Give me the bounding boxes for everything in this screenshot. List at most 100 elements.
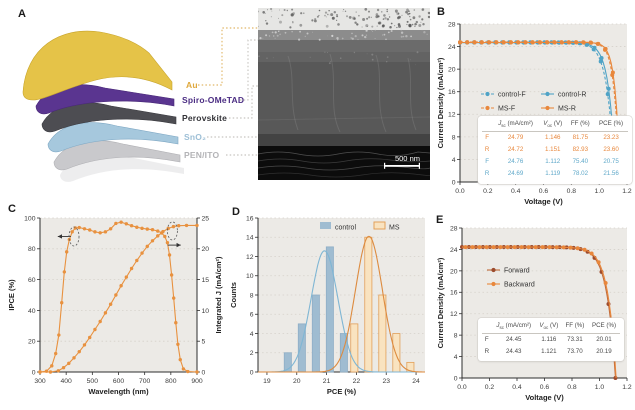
svg-text:0: 0 [32, 369, 36, 376]
sem-grain-boundaries [257, 53, 431, 133]
svg-text:300: 300 [34, 378, 46, 385]
layer-label-sno2: SnO₂ [184, 132, 207, 142]
sem-top-region [258, 8, 430, 30]
sem-cross-section-image: 500 nm [257, 7, 434, 180]
svg-text:28: 28 [450, 225, 458, 232]
sem-substrate-waves [257, 151, 434, 178]
svg-text:5: 5 [202, 339, 206, 346]
svg-text:400: 400 [60, 378, 72, 385]
svg-text:100: 100 [24, 215, 36, 222]
table-row: R 24.69 1.119 78.02 21.56 [484, 170, 619, 178]
svg-text:4: 4 [454, 354, 458, 361]
svg-text:8: 8 [250, 292, 254, 299]
svg-text:6: 6 [250, 312, 254, 319]
svg-text:25: 25 [202, 215, 210, 222]
sem-image-canvas: 500 nm [257, 7, 434, 180]
layer-label-perovskite: Perovskite [182, 113, 227, 123]
svg-text:23: 23 [382, 378, 390, 385]
series-integrated-j [38, 223, 199, 374]
svg-text:20: 20 [293, 378, 301, 385]
panel-letter-a: A [18, 8, 26, 20]
svg-text:Forward: Forward [504, 267, 530, 274]
svg-text:0.6: 0.6 [540, 384, 550, 391]
jv-parameters-table-e: Jsc (mA/cm²) Voc (V) FF (%) PCE (%) F 24.45 1.… [478, 318, 624, 362]
plot-bg [40, 218, 197, 372]
legend: control-F control-R MS-F MS-R [481, 91, 586, 112]
table-row: F 24.76 1.112 75.40 20.75 [485, 158, 619, 166]
svg-text:Voltage (V): Voltage (V) [524, 197, 563, 206]
layer-sheet-au [22, 30, 173, 101]
panel-c-ipce-spectrum: 300 400 500 600 700 800 900 0 20 40 60 80 100 0 5 10 15 2… [0, 200, 230, 410]
svg-text:20: 20 [450, 268, 458, 275]
jv-parameters-table-b: Jsc (mA/cm²) Voc (V) FF (%) PCE (%) F 24.79 1.… [478, 116, 632, 184]
svg-text:0.0: 0.0 [457, 384, 467, 391]
table-row: F 24.79 1.146 81.75 23.23 [485, 133, 619, 141]
svg-text:0: 0 [250, 369, 254, 376]
annotation-arrowhead [176, 242, 181, 248]
svg-text:22: 22 [353, 378, 361, 385]
svg-text:600: 600 [113, 378, 125, 385]
svg-text:500: 500 [87, 378, 99, 385]
svg-text:1.2: 1.2 [622, 188, 632, 195]
sem-perovskite-layer [258, 52, 430, 134]
svg-text:MS: MS [389, 224, 400, 231]
svg-text:19: 19 [263, 378, 271, 385]
panel-letter-c: C [8, 203, 16, 215]
svg-text:80: 80 [28, 246, 36, 253]
svg-text:1.0: 1.0 [594, 188, 604, 195]
svg-text:control-R: control-R [558, 91, 586, 98]
svg-text:8: 8 [452, 134, 456, 141]
svg-text:20: 20 [202, 246, 210, 253]
svg-text:control: control [335, 224, 356, 231]
svg-text:0.2: 0.2 [483, 188, 493, 195]
panel-e-hysteresis-jv: 0.0 0.2 0.4 0.6 0.8 1.0 1.2 0 4 8 12 16 20 24 28 Voltag… [435, 212, 635, 410]
jv-chart-forward-backward: 0.0 0.2 0.4 0.6 0.8 1.0 1.2 0 4 8 12 16 20 24 28 Voltag… [436, 225, 632, 402]
sem-pen-substrate [258, 146, 430, 180]
svg-text:4: 4 [250, 331, 254, 338]
svg-text:800: 800 [165, 378, 177, 385]
svg-text:Wavelength (nm): Wavelength (nm) [88, 387, 149, 396]
svg-text:MS-R: MS-R [558, 105, 576, 112]
svg-text:40: 40 [28, 308, 36, 315]
svg-text:Current Density (mA/cm²): Current Density (mA/cm²) [436, 257, 445, 348]
series-ipce [38, 220, 199, 374]
svg-text:900: 900 [191, 378, 203, 385]
annotation-ellipse [167, 221, 178, 241]
annotation-ellipse [68, 226, 80, 247]
svg-text:10: 10 [246, 273, 254, 280]
panel-a-device-schematic: Au Spiro-OMeTAD Perovskite SnO₂ PEN/ITO [0, 0, 440, 200]
fit-curve-MS [258, 235, 425, 373]
svg-text:24: 24 [448, 44, 456, 51]
svg-text:MS-F: MS-F [498, 105, 515, 112]
svg-text:700: 700 [139, 378, 151, 385]
svg-text:0.8: 0.8 [567, 188, 577, 195]
table-row: F 24.45 1.116 73.31 20.01 [484, 335, 612, 343]
svg-text:21: 21 [323, 378, 331, 385]
panel-letter-d: D [232, 206, 240, 218]
panel-d-pce-histogram: 19 20 21 22 23 24 0 2 4 6 8 10 12 14 16 PCE (%) Counts co… [228, 200, 435, 410]
svg-text:Counts: Counts [229, 282, 238, 308]
legend: control MS [320, 221, 400, 231]
svg-text:60: 60 [28, 277, 36, 284]
fit-curve-control [258, 250, 425, 373]
svg-text:0: 0 [202, 369, 206, 376]
svg-text:0.6: 0.6 [539, 188, 549, 195]
svg-text:12: 12 [448, 112, 456, 119]
scale-bar: 500 nm [384, 154, 420, 169]
svg-text:12: 12 [246, 254, 254, 261]
device-layer-stack [22, 30, 184, 182]
table-row: R 24.43 1.121 73.70 20.19 [484, 347, 612, 355]
sem-sno2-ito-layer [258, 134, 430, 146]
sem-au-layer [258, 30, 430, 40]
annotation-arrowhead [57, 234, 62, 239]
svg-text:Current Density (mA/cm²): Current Density (mA/cm²) [436, 57, 445, 148]
layer-label-au: Au [186, 80, 198, 90]
svg-text:0.2: 0.2 [485, 384, 495, 391]
series-MS [350, 236, 415, 373]
sem-spiro-layer [258, 40, 430, 52]
gridlines [40, 217, 197, 342]
svg-text:0.4: 0.4 [512, 384, 522, 391]
svg-text:10: 10 [202, 308, 210, 315]
table-row: R 24.72 1.151 82.93 23.60 [484, 145, 619, 153]
